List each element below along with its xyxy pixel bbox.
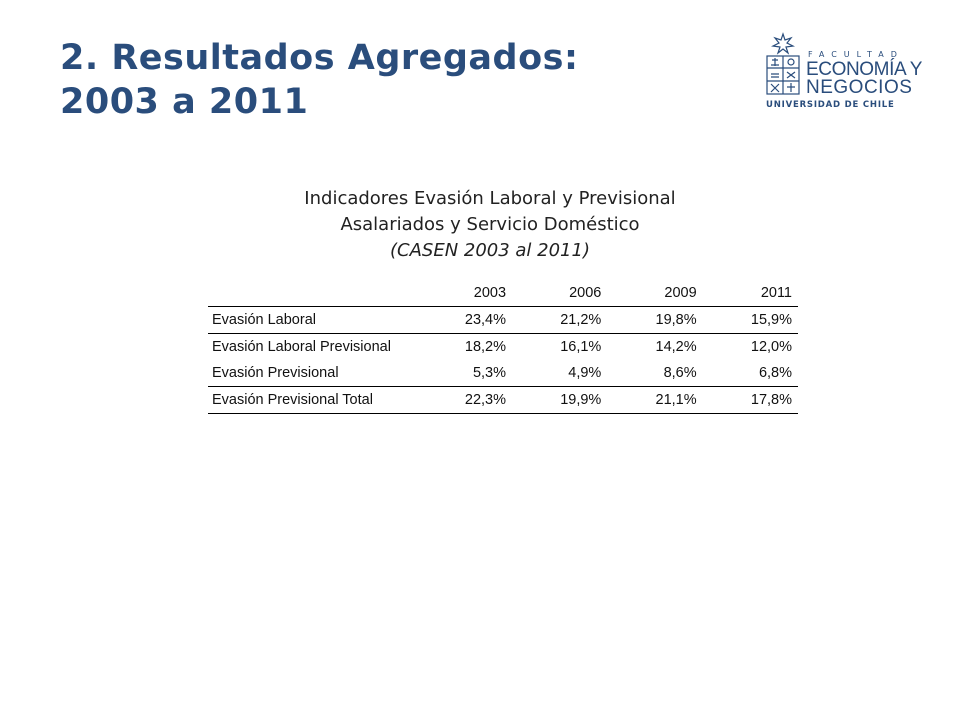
cell-value: 6,8% bbox=[702, 360, 798, 387]
header-cell-label bbox=[208, 280, 417, 307]
logo-economia-text: ECONOMÍA Y bbox=[806, 59, 923, 80]
cell-value: 14,2% bbox=[655, 339, 697, 355]
header-cell-2006: 2006 bbox=[512, 280, 608, 307]
logo-negocios-text: NEGOCIOS bbox=[806, 77, 913, 98]
cell-value: 21,1% bbox=[607, 386, 703, 414]
faculty-logo: FACULTAD ECONOMÍA Y NEGOCIOS UNIVERSIDAD… bbox=[764, 26, 922, 114]
table-row: Evasión Previsional Total 22,3% 19,9% 21… bbox=[208, 386, 798, 414]
cell-value: 16,1% bbox=[560, 339, 602, 355]
slide-title: 2. Resultados Agregados: 2003 a 2011 bbox=[60, 36, 578, 124]
caption-line2: Asalariados y Servicio Doméstico bbox=[340, 214, 640, 235]
cell-value: 19,8% bbox=[607, 306, 703, 334]
caption-line3: (CASEN 2003 al 2011) bbox=[389, 240, 590, 261]
header-cell-2003: 2003 bbox=[416, 280, 513, 307]
cell-value: 12,0% bbox=[750, 339, 792, 355]
slide-title-line2: 2003 a 2011 bbox=[60, 82, 309, 122]
header-cell-2011: 2011 bbox=[702, 280, 798, 307]
cell-value: 17,8% bbox=[702, 386, 798, 414]
cell-value: 15,9% bbox=[702, 306, 798, 334]
table-row: Evasión Laboral 23,4% 21,2% 19,8% 15,9% bbox=[208, 306, 798, 334]
table-header-row: 2003 2006 2009 2011 bbox=[208, 280, 798, 307]
cell-value: 19,9% bbox=[512, 386, 608, 414]
header-cell-2009: 2009 bbox=[607, 280, 703, 307]
cell-value: 18,2% bbox=[464, 339, 507, 355]
cell-value: 5,3% bbox=[416, 360, 513, 387]
caption-line1: Indicadores Evasión Laboral y Previsiona… bbox=[304, 188, 676, 209]
table-row: Evasión Laboral Previsional 18,2% 16,1% … bbox=[208, 334, 798, 361]
cell-value: 21,2% bbox=[512, 306, 608, 334]
cell-value: 4,9% bbox=[512, 360, 608, 387]
table-caption: Indicadores Evasión Laboral y Previsiona… bbox=[180, 186, 800, 264]
cell-value: 23,4% bbox=[416, 306, 513, 334]
evasion-table: 2003 2006 2009 2011 Evasión Laboral 23,4… bbox=[208, 280, 798, 414]
slide-title-line1: 2. Resultados Agregados: bbox=[60, 38, 579, 78]
cell-value: 8,6% bbox=[607, 360, 703, 387]
row-label: Evasión Previsional Total bbox=[208, 386, 417, 414]
table-row: Evasión Previsional 5,3% 4,9% 8,6% 6,8% bbox=[208, 360, 798, 387]
row-label: Evasión Laboral Previsional bbox=[212, 339, 391, 355]
row-label: Evasión Laboral bbox=[208, 306, 417, 334]
logo-universidad-text: UNIVERSIDAD DE CHILE bbox=[766, 100, 895, 110]
logo-facultad-text: FACULTAD bbox=[808, 50, 904, 59]
row-label: Evasión Previsional bbox=[208, 360, 417, 387]
cell-value: 22,3% bbox=[416, 386, 513, 414]
university-crest-icon bbox=[766, 32, 800, 95]
